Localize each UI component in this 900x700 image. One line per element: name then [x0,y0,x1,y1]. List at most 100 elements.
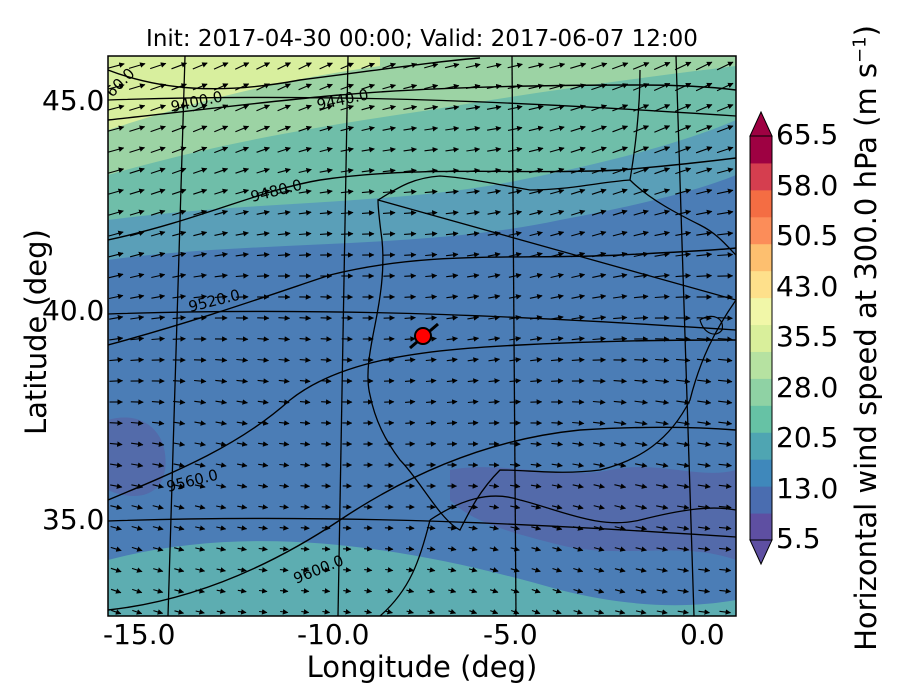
wind-arrow [361,104,375,111]
wind-arrow [696,357,712,363]
wind-arrow [256,125,271,133]
wind-arrow [192,125,208,133]
wind-arrow [382,62,397,69]
wind-arrow [110,462,123,468]
wind-arrow [716,104,734,112]
wind-arrow [612,230,628,237]
wind-arrow [592,251,607,258]
colorbar-tick-label: 5.5 [776,522,821,555]
wind-arrow [129,125,146,132]
wind-arrow [489,504,500,510]
wind-arrow [489,525,499,531]
wind-arrow [634,441,648,447]
wind-arrow [214,252,228,258]
wind-arrow [235,209,249,216]
wind-arrow [216,609,226,615]
wind-arrow [552,567,563,573]
wind-arrow [445,104,460,111]
wind-arrow [466,168,481,174]
wind-arrow [406,546,415,552]
colorbar-swatch [750,297,772,326]
wind-arrow [403,83,418,90]
wind-arrow [446,273,459,279]
wind-arrow [403,126,418,132]
wind-arrow [151,293,166,300]
wind-arrow [571,357,585,363]
wind-arrow [551,378,564,384]
wind-arrow [301,567,310,573]
wind-arrow [319,189,333,195]
wind-arrow [486,62,502,69]
wind-arrow [552,609,562,615]
wind-arrow [213,62,229,70]
wind-arrow [151,336,166,342]
wind-arrow [509,336,522,342]
wind-arrow [322,588,331,594]
wind-arrow [172,230,187,237]
wind-arrow [677,609,689,615]
wind-arrow [131,567,143,573]
wind-arrow [698,525,711,531]
wind-arrow [258,567,268,573]
wind-arrow [488,294,501,300]
y-tick-label: 45.0 [42,84,105,117]
wind-arrow [215,441,227,447]
wind-arrow [128,62,146,69]
wind-arrow [528,62,545,69]
wind-arrow [174,567,185,573]
wind-arrow [278,336,291,342]
wind-arrow [530,483,542,489]
wind-arrow [424,126,439,132]
wind-arrow [215,483,227,489]
wind-arrow [488,399,500,405]
wind-arrow [573,609,583,615]
wind-arrow [591,167,607,174]
wind-arrow [257,420,269,426]
wind-arrow [192,83,208,91]
wind-arrow [488,315,501,321]
wind-arrow [298,210,312,216]
wind-arrow [718,462,732,468]
wind-arrow [509,315,522,321]
colorbar-swatch [750,486,772,514]
wind-arrow [507,146,523,153]
wind-arrow [108,104,125,111]
wind-arrow [235,231,249,237]
wind-arrow [551,462,563,468]
wind-arrow [426,420,437,426]
wind-arrow [445,126,460,132]
wind-arrow [214,294,228,300]
wind-arrow [194,399,207,405]
wind-arrow [173,462,185,468]
wind-arrow [424,189,438,195]
wind-arrow [530,441,542,447]
wind-arrow [322,609,331,615]
wind-arrow [446,399,458,405]
wind-arrow [237,525,248,531]
wind-arrow [445,231,459,237]
wind-arrow [509,357,522,363]
wind-arrow [446,315,459,321]
wind-arrow [614,483,627,489]
wind-arrow [551,441,564,447]
wind-arrow [653,61,671,71]
wind-arrow [425,252,438,258]
wind-arrow [614,588,626,594]
wind-arrow [487,125,502,132]
wind-arrow [570,104,586,111]
wind-arrow [591,209,607,216]
wind-arrow [404,378,416,384]
wind-arrow [487,273,501,279]
wind-arrow [259,609,268,615]
y-axis-label: Latitude (deg) [19,229,53,435]
wind-arrow [549,167,565,174]
wind-arrow [364,588,373,594]
wind-arrow [591,230,607,237]
wind-arrow [174,609,185,615]
wind-arrow [465,83,481,90]
wind-arrow [676,441,690,447]
wind-arrow [319,168,333,174]
wind-arrow [719,546,732,552]
wind-arrow [171,62,188,70]
wind-arrow [488,357,501,363]
